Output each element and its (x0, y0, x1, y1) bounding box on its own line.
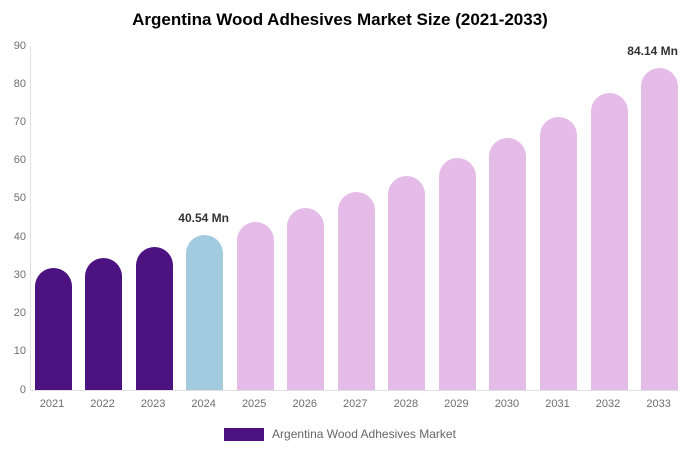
bar-2022[interactable] (85, 257, 123, 390)
xtick-2024: 2024 (191, 398, 216, 410)
xtick-2031: 2031 (545, 398, 570, 410)
bar-2033[interactable] (641, 68, 679, 390)
xtick-2021: 2021 (39, 398, 65, 410)
xtick-2027: 2027 (343, 398, 368, 410)
chart-title: Argentina Wood Adhesives Market Size (20… (132, 10, 548, 29)
ytick-30: 30 (13, 268, 26, 281)
xtick-2033: 2033 (646, 398, 671, 410)
bar-2032[interactable] (590, 93, 628, 390)
bar-2023[interactable] (135, 246, 173, 390)
bar-2028[interactable] (388, 175, 426, 390)
xtick-2030: 2030 (494, 398, 520, 410)
ytick-70: 70 (13, 115, 26, 128)
ytick-90: 90 (13, 39, 26, 52)
xtick-2025: 2025 (241, 398, 267, 410)
bar-2030[interactable] (489, 137, 527, 390)
xtick-2028: 2028 (393, 398, 419, 410)
bar-2026[interactable] (287, 207, 325, 390)
legend-color-swatch (224, 427, 265, 441)
xtick-2023: 2023 (140, 398, 166, 410)
xtick-2022: 2022 (90, 398, 115, 410)
xtick-2026: 2026 (292, 398, 317, 410)
ytick-40: 40 (13, 230, 26, 243)
chart-legend: Argentina Wood Adhesives Market (0, 427, 680, 441)
data-label-2024: 40.54 Mn (178, 211, 229, 226)
xtick-2032: 2032 (595, 398, 621, 410)
ytick-80: 80 (13, 77, 26, 90)
legend-item-argentina-wood-adhesives-market[interactable]: Argentina Wood Adhesives Market (224, 427, 456, 441)
legend-label: Argentina Wood Adhesives Market (272, 427, 456, 441)
xtick-2029: 2029 (444, 398, 469, 410)
bar-2021[interactable] (34, 268, 72, 390)
bar-2025[interactable] (236, 221, 274, 390)
plot-area (30, 46, 679, 391)
ytick-10: 10 (13, 345, 26, 358)
data-label-2033: 84.14 Mn (627, 44, 678, 59)
ytick-20: 20 (13, 307, 26, 320)
ytick-0: 0 (19, 383, 26, 396)
ytick-60: 60 (13, 154, 26, 167)
bar-2027[interactable] (337, 192, 375, 390)
ytick-50: 50 (13, 192, 26, 205)
bar-2024[interactable] (186, 235, 224, 390)
bar-2031[interactable] (540, 116, 577, 390)
bar-2029[interactable] (438, 157, 476, 390)
